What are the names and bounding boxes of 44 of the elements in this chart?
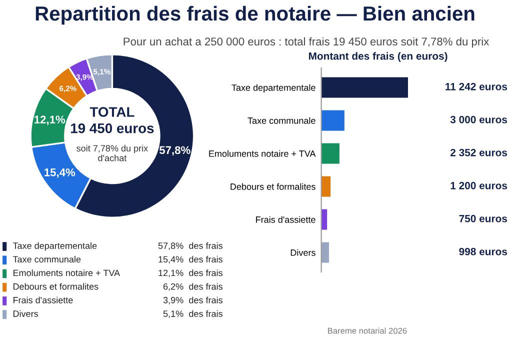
text: des frais xyxy=(189,256,222,263)
y-tick-label: Divers xyxy=(290,249,316,256)
text: des frais xyxy=(189,296,222,304)
y-tick-label: Taxe communale xyxy=(248,117,316,124)
text: des frais xyxy=(189,310,222,317)
legend-label: Taxe departementale xyxy=(12,242,97,251)
y-tick-label: Debours et formalites xyxy=(230,183,316,190)
y-tick-label: Emoluments notaire + TVA xyxy=(209,150,316,157)
data-label: 12,1% xyxy=(34,116,66,126)
data-label: 15,4% xyxy=(44,168,76,178)
bar xyxy=(321,110,344,131)
data-label: 750 euros xyxy=(459,214,508,222)
legend-label: Taxe communale xyxy=(12,256,81,263)
legend-label: Divers xyxy=(13,310,38,317)
text: Bareme notarial 2026 xyxy=(328,328,407,334)
text: Pour un achat a 250 000 euros : total frais 19 450 euros soit 7,78% du prix xyxy=(124,37,490,48)
text: 5,1% xyxy=(163,310,184,318)
legend-label: Debours et formalites xyxy=(13,283,98,290)
data-label: 3 000 euros xyxy=(450,116,508,124)
bar xyxy=(321,176,331,197)
text: 12,1% xyxy=(158,270,184,278)
data-label: 11 242 euros xyxy=(446,82,508,90)
text: Repartition des frais de notaire — Bien ancien xyxy=(36,6,474,25)
text: 57,8% xyxy=(158,242,184,250)
data-label: 998 euros xyxy=(459,248,508,256)
y-tick-label: Taxe departementale xyxy=(232,84,316,93)
text: 3,9% xyxy=(163,296,184,304)
legend-label: Emoluments notaire + TVA xyxy=(13,269,120,276)
bar xyxy=(321,143,340,164)
text: 6,2% xyxy=(163,283,184,291)
text: des frais xyxy=(189,283,222,290)
bar xyxy=(321,77,408,98)
legend-label: Frais d'assiette xyxy=(13,296,73,304)
data-label: 1 200 euros xyxy=(450,182,508,190)
text: des frais xyxy=(189,269,222,276)
y-tick-label: Frais d'assiette xyxy=(256,216,316,223)
chart-title: Montant des frais (en euros) xyxy=(308,52,448,62)
data-label: 2 352 euros xyxy=(450,148,508,156)
text: des frais xyxy=(189,242,222,249)
text: 19 450 euros xyxy=(71,123,154,134)
data-label: 57,8% xyxy=(159,146,190,156)
text: 15,4% xyxy=(158,256,184,264)
text: TOTAL xyxy=(90,107,134,117)
text: soit 7,78% du prix d'achat xyxy=(76,144,148,162)
